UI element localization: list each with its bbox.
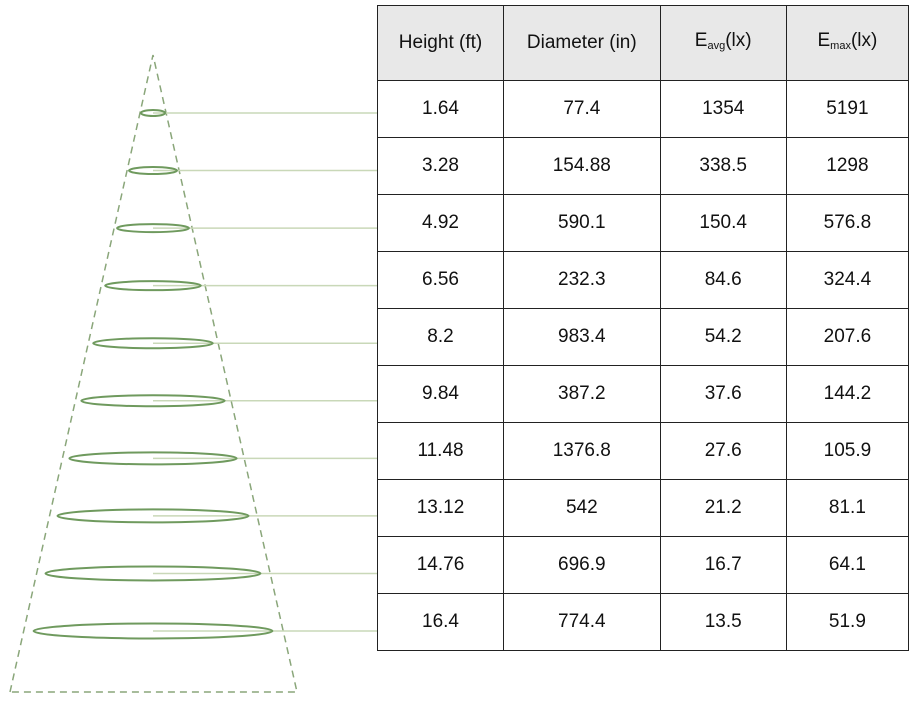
- table-cell: 81.1: [785, 479, 909, 537]
- table-row: 11.48 1376.8 27.6 105.9: [376, 422, 909, 480]
- table-row: 6.56 232.3 84.6 324.4: [376, 251, 909, 309]
- table-cell: 64.1: [785, 536, 909, 594]
- table-cell: 1298: [785, 137, 909, 195]
- table-cell: 154.88: [503, 137, 661, 195]
- table-cell: 16.7: [659, 536, 787, 594]
- table-cell: 13.5: [659, 593, 787, 651]
- table-cell: 9.84: [376, 365, 505, 423]
- table-cell: 576.8: [785, 194, 909, 252]
- table-cell: 4.92: [376, 194, 505, 252]
- table-cell: 696.9: [503, 536, 661, 594]
- table-cell: 387.2: [503, 365, 661, 423]
- table-cell: 3.28: [376, 137, 505, 195]
- cross-section: [92, 337, 214, 350]
- table-row: 9.84 387.2 37.6 144.2: [376, 365, 909, 423]
- table-cell: 16.4: [376, 593, 505, 651]
- header-row: Height (ft) Diameter (in) Eavg(lx) Emax(lx): [376, 5, 909, 81]
- table-cell: 150.4: [659, 194, 787, 252]
- table-cell: 84.6: [659, 251, 787, 309]
- cross-section: [68, 451, 238, 466]
- header-unit: (lx): [850, 29, 878, 51]
- table-cell: 54.2: [659, 308, 787, 366]
- table-cell: 37.6: [659, 365, 787, 423]
- table-row: 8.2 983.4 54.2 207.6: [376, 308, 909, 366]
- header-cell: Height (ft): [376, 5, 505, 81]
- table-cell: 77.4: [503, 80, 661, 138]
- cone-diagram: [9, 54, 377, 693]
- table-cell: 13.12: [376, 479, 505, 537]
- table-cell: 324.4: [785, 251, 909, 309]
- table-cell: 11.48: [376, 422, 505, 480]
- table-cell: 232.3: [503, 251, 661, 309]
- cross-section: [104, 280, 202, 292]
- table-cell: 774.4: [503, 593, 661, 651]
- header-unit: (lx): [725, 29, 752, 51]
- cross-section: [116, 223, 190, 234]
- cross-section: [128, 166, 178, 176]
- data-table: Height (ft) Diameter (in) Eavg(lx) Emax(lx)…: [376, 5, 909, 651]
- header-text: Height (ft): [398, 32, 483, 53]
- header-cell: Emax(lx): [785, 5, 909, 81]
- table-cell: 1376.8: [503, 422, 661, 480]
- header-main: E: [694, 29, 708, 51]
- table-cell: 144.2: [785, 365, 909, 423]
- table-cell: 27.6: [659, 422, 787, 480]
- cross-section: [32, 622, 274, 640]
- table-cell: 1354: [659, 80, 787, 138]
- table-cell: 338.5: [659, 137, 787, 195]
- table-cell: 1.64: [376, 80, 505, 138]
- cross-section: [80, 394, 226, 408]
- cross-section: [139, 109, 167, 117]
- header-sub: avg: [707, 39, 726, 52]
- table-cell: 21.2: [659, 479, 787, 537]
- table-row: 13.12 542 21.2 81.1: [376, 479, 909, 537]
- header-sub: max: [830, 39, 851, 52]
- table-cell: 983.4: [503, 308, 661, 366]
- table-row: 1.64 77.4 1354 5191: [376, 80, 909, 138]
- table-cell: 51.9: [785, 593, 909, 651]
- table-cell: 8.2: [376, 308, 505, 366]
- cross-section: [56, 508, 250, 524]
- header-main: E: [817, 29, 831, 51]
- table-cell: 14.76: [376, 536, 505, 594]
- header-cell: Eavg(lx): [659, 5, 787, 81]
- table-row: 3.28 154.88 338.5 1298: [376, 137, 909, 195]
- cone-outline: [9, 54, 298, 693]
- cross-section: [44, 565, 262, 582]
- table-row: 16.4 774.4 13.5 51.9: [376, 593, 909, 651]
- table-cell: 105.9: [785, 422, 909, 480]
- table-cell: 5191: [785, 80, 909, 138]
- table-cell: 207.6: [785, 308, 909, 366]
- header-text: Diameter (in): [526, 32, 637, 53]
- table-cell: 6.56: [376, 251, 505, 309]
- table-row: 4.92 590.1 150.4 576.8: [376, 194, 909, 252]
- table-body: 1.64 77.4 1354 5191 3.28 154.88 338.5 1298 4.92 5…: [376, 80, 909, 651]
- header-cell: Diameter (in): [503, 5, 661, 81]
- table-row: 14.76 696.9 16.7 64.1: [376, 536, 909, 594]
- table-cell: 542: [503, 479, 661, 537]
- table-cell: 590.1: [503, 194, 661, 252]
